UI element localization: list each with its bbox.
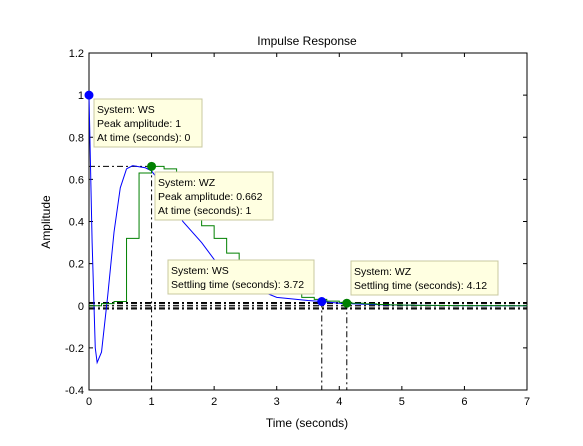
data-tip-line: Peak amplitude: 0.662	[158, 191, 263, 203]
data-tip-wz-settling: System: WZ Settling time (seconds): 4.12	[350, 260, 499, 296]
y-tick-label: 0.4	[69, 217, 84, 229]
series-line-wz	[89, 165, 528, 307]
data-tip-line: Settling time (seconds): 3.72	[171, 279, 304, 291]
x-tick-label: 2	[211, 396, 217, 408]
data-tip-line: System: WS	[97, 104, 155, 116]
y-tick-label: 0.2	[69, 259, 84, 271]
data-tip-line: System: WZ	[158, 177, 216, 189]
y-tick-label: 0	[78, 301, 84, 313]
x-tick-label: 5	[399, 396, 405, 408]
plot-area: 0 1 2 3 4 5 6 7 -0.4 -0.2 0 0.2 0.4 0.6 0.8 1 1.2 System:…	[65, 48, 530, 408]
data-tip-line: At time (seconds): 0	[97, 132, 191, 144]
x-tick-label: 3	[274, 396, 280, 408]
marker-wz	[147, 161, 157, 171]
x-tick-label: 1	[149, 396, 155, 408]
y-tick-label: 1.2	[69, 48, 84, 60]
data-tip-box	[93, 98, 203, 148]
data-tip-ws-settling: System: WS Settling time (seconds): 3.72	[167, 259, 315, 295]
marker-ws	[84, 90, 94, 100]
data-tip-box	[154, 171, 274, 221]
x-axis-label: Time (seconds)	[266, 416, 348, 430]
data-tip-box	[350, 260, 499, 296]
chart-title: Impulse Response	[257, 34, 357, 48]
y-axis-label: Amplitude	[39, 195, 53, 249]
data-tip-line: Peak amplitude: 1	[97, 118, 181, 130]
data-tip-ws-peak: System: WS Peak amplitude: 1 At time (seco…	[93, 98, 203, 148]
y-tick-label: -0.4	[65, 385, 84, 397]
marker-ws	[317, 297, 327, 307]
data-tip-line: System: WZ	[354, 266, 412, 278]
x-tick-label: 7	[524, 396, 530, 408]
marker-wz	[342, 298, 352, 308]
x-tick-label: 6	[461, 396, 467, 408]
y-tick-label: -0.2	[65, 343, 84, 355]
y-tick-label: 1	[78, 90, 84, 102]
data-tip-wz-peak: System: WZ Peak amplitude: 0.662 At time (…	[154, 171, 274, 221]
y-tick-label: 0.6	[69, 174, 84, 186]
data-tip-line: System: WS	[171, 265, 229, 277]
y-tick-label: 0.8	[69, 132, 84, 144]
x-tick-label: 0	[86, 396, 92, 408]
data-tip-line: Settling time (seconds): 4.12	[354, 280, 487, 292]
x-tick-label: 4	[336, 396, 342, 408]
data-tip-box	[167, 259, 315, 295]
data-tip-line: At time (seconds): 1	[158, 205, 252, 217]
